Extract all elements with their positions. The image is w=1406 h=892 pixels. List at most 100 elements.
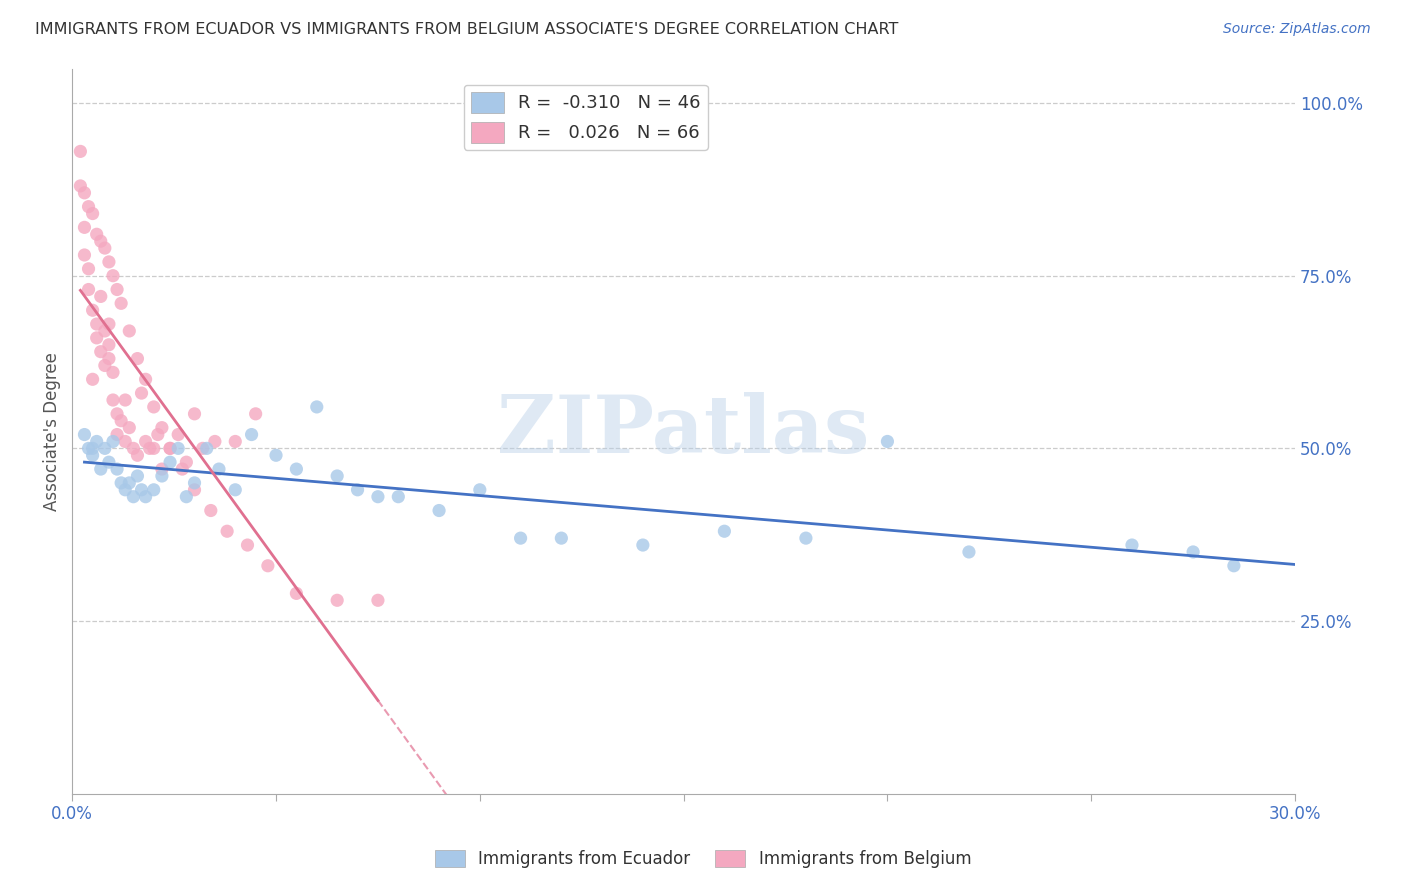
Point [122, 490, 145, 504]
Point [957, 545, 980, 559]
Point [204, 434, 226, 449]
Point [110, 475, 132, 490]
Point [146, 427, 169, 442]
Point [94, 241, 117, 255]
Legend: Immigrants from Ecuador, Immigrants from Belgium: Immigrants from Ecuador, Immigrants from… [427, 843, 979, 875]
Point [550, 531, 572, 545]
Point [195, 442, 218, 456]
Point [101, 392, 124, 407]
Point [138, 442, 160, 456]
Point [82, 442, 104, 456]
Point [77, 261, 100, 276]
Point [236, 538, 259, 552]
Point [172, 462, 194, 476]
Point [224, 483, 246, 497]
Point [77, 200, 100, 214]
Point [326, 469, 349, 483]
Point [468, 483, 491, 497]
Point [285, 586, 308, 600]
Point [1182, 545, 1205, 559]
Point [285, 462, 308, 476]
Point [118, 324, 141, 338]
Point [94, 359, 117, 373]
Point [794, 531, 817, 545]
Point [110, 296, 132, 310]
Point [208, 462, 231, 476]
Point [90, 234, 112, 248]
Point [73, 248, 96, 262]
Point [224, 434, 246, 449]
Point [97, 455, 120, 469]
Point [97, 351, 120, 366]
Point [118, 420, 141, 434]
Point [159, 455, 181, 469]
Point [69, 178, 91, 193]
Point [118, 475, 141, 490]
Point [183, 407, 205, 421]
Point [713, 524, 735, 539]
Point [200, 503, 222, 517]
Point [1121, 538, 1143, 552]
Point [876, 434, 898, 449]
Point [631, 538, 654, 552]
Point [159, 442, 181, 456]
Point [305, 400, 328, 414]
Point [176, 455, 198, 469]
Point [191, 442, 214, 456]
Point [135, 434, 157, 449]
Point [150, 420, 173, 434]
Point [110, 414, 132, 428]
Point [159, 442, 181, 456]
Point [105, 283, 128, 297]
Point [122, 442, 145, 456]
Point [131, 386, 153, 401]
Point [97, 338, 120, 352]
Point [346, 483, 368, 497]
Point [86, 434, 108, 449]
Point [240, 427, 263, 442]
Point [176, 490, 198, 504]
Point [94, 324, 117, 338]
Legend: R =  -0.310   N = 46, R =   0.026   N = 66: R = -0.310 N = 46, R = 0.026 N = 66 [464, 85, 707, 150]
Point [367, 490, 389, 504]
Point [245, 407, 267, 421]
Point [82, 303, 104, 318]
Text: IMMIGRANTS FROM ECUADOR VS IMMIGRANTS FROM BELGIUM ASSOCIATE'S DEGREE CORRELATIO: IMMIGRANTS FROM ECUADOR VS IMMIGRANTS FR… [35, 22, 898, 37]
Point [167, 442, 190, 456]
Point [135, 490, 157, 504]
Point [86, 317, 108, 331]
Point [73, 427, 96, 442]
Point [127, 469, 149, 483]
Point [183, 483, 205, 497]
Point [127, 351, 149, 366]
Point [257, 558, 280, 573]
Point [90, 289, 112, 303]
Point [135, 372, 157, 386]
Point [105, 407, 128, 421]
Point [167, 427, 190, 442]
Point [183, 475, 205, 490]
Point [264, 448, 287, 462]
Point [150, 469, 173, 483]
Point [367, 593, 389, 607]
Point [101, 268, 124, 283]
Text: ZIPatlas: ZIPatlas [498, 392, 870, 470]
Point [142, 442, 165, 456]
Point [127, 448, 149, 462]
Point [131, 483, 153, 497]
Text: Source: ZipAtlas.com: Source: ZipAtlas.com [1223, 22, 1371, 37]
Point [142, 483, 165, 497]
Point [509, 531, 531, 545]
Point [73, 220, 96, 235]
Point [86, 227, 108, 242]
Point [114, 483, 136, 497]
Point [82, 372, 104, 386]
Point [77, 442, 100, 456]
Point [217, 524, 239, 539]
Point [387, 490, 409, 504]
Point [90, 344, 112, 359]
Point [97, 255, 120, 269]
Point [150, 462, 173, 476]
Point [90, 462, 112, 476]
Point [101, 365, 124, 379]
